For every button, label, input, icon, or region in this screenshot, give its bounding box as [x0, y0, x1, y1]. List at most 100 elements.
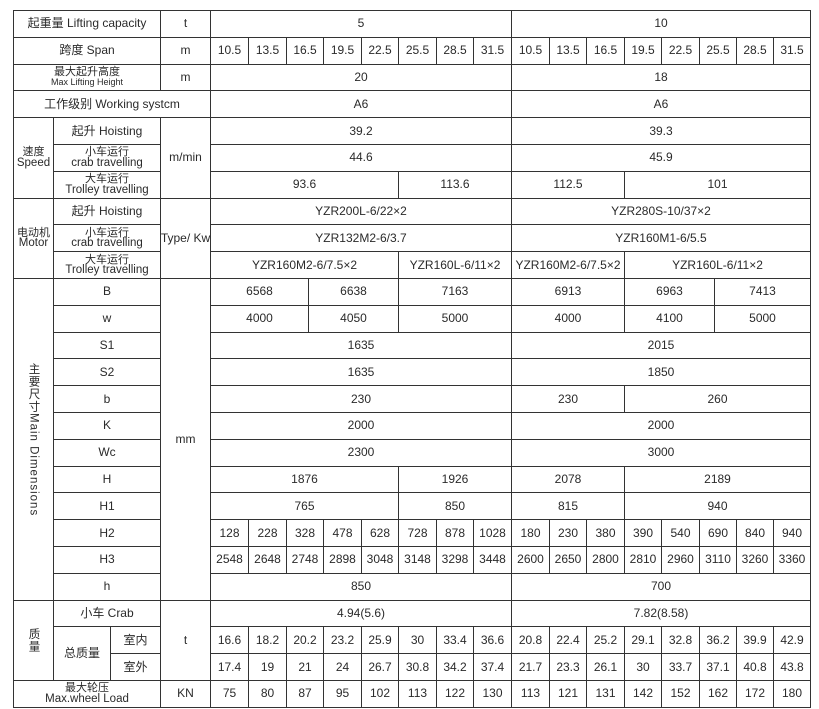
- mass-outdoor-value: 34.2: [437, 654, 473, 680]
- mass-outdoor-value: 43.8: [774, 654, 810, 680]
- dim-H1-label: H1: [54, 493, 160, 520]
- speed-trolley-value: 112.5: [512, 171, 624, 198]
- dim-H1-value: 815: [512, 493, 624, 520]
- span-value: 31.5: [774, 37, 810, 64]
- mass-indoor-value: 36.2: [700, 627, 736, 654]
- mass-outdoor-value: 21: [287, 654, 323, 680]
- dim-B-label: B: [54, 278, 160, 305]
- speed-crab-label-text-1: 小车运行: [85, 146, 129, 159]
- wheel-load-value: 180: [774, 680, 810, 707]
- wheel-load-value: 172: [737, 680, 773, 707]
- dim-H-label: H: [54, 466, 160, 493]
- dim-H2-value: 180: [512, 520, 549, 546]
- height-label: 最大起升高度 Max Lifting Height: [14, 64, 160, 91]
- mass-outdoor-value: 26.7: [362, 654, 398, 680]
- dimensions-unit: mm: [161, 278, 210, 600]
- mass-outdoor-value: 33.7: [662, 654, 699, 680]
- dim-H2-value: 840: [737, 520, 773, 546]
- motor-crab-label: 小车运行 crab travelling: [54, 225, 160, 252]
- speed-trolley-value: 113.6: [399, 171, 511, 198]
- dim-B-value: 7413: [715, 278, 810, 305]
- dim-K-label: K: [54, 412, 160, 439]
- mass-indoor-value: 16.6: [211, 627, 248, 654]
- mass-unit: t: [161, 600, 210, 680]
- speed-crab-label: 小车运行 crab travelling: [54, 144, 160, 171]
- mass-crab-label: 小车 Crab: [54, 600, 160, 627]
- dim-S2-value: 1635: [211, 359, 511, 386]
- motor-crab-value: YZR132M2-6/3.7: [211, 225, 511, 252]
- height-label-text-1: 最大起升高度: [54, 65, 120, 78]
- motor-crab-value: YZR160M1-6/5.5: [512, 225, 810, 252]
- dim-w-value: 4050: [309, 305, 398, 332]
- mass-indoor-value: 25.2: [587, 627, 624, 654]
- dim-h-label: h: [54, 573, 160, 600]
- mass-indoor-value: 29.1: [625, 627, 661, 654]
- dim-H3-label: H3: [54, 546, 160, 573]
- dimensions-group-label-text-1: 主要尺寸: [27, 362, 40, 413]
- motor-group-label-text-2: Motor: [18, 237, 49, 250]
- mass-crab-value: 4.94(5.6): [211, 600, 511, 627]
- dim-B-value: 6638: [309, 278, 398, 305]
- mass-indoor-value: 20.2: [287, 627, 323, 654]
- speed-group-label-text-2: Speed: [16, 156, 51, 169]
- motor-hoisting-value: YZR200L-6/22×2: [211, 198, 511, 225]
- dim-H3-value: 3260: [737, 546, 773, 573]
- dim-H3-value: 2648: [249, 546, 286, 573]
- wheel-load-value: 80: [249, 680, 286, 707]
- span-value: 31.5: [474, 37, 511, 64]
- wheel-load-value: 102: [362, 680, 398, 707]
- dim-H-value: 2189: [625, 466, 810, 493]
- motor-trolley-value: YZR160M2-6/7.5×2: [512, 252, 624, 278]
- height-value: 18: [512, 64, 810, 91]
- crane-spec-table: 起重量 Lifting capacity t 5 10 跨度 Span m 10.5 13.5…: [13, 10, 811, 708]
- capacity-unit: t: [161, 11, 210, 37]
- dim-H2-value: 230: [550, 520, 586, 546]
- dim-H2-value: 478: [324, 520, 361, 546]
- dim-H3-value: 2800: [587, 546, 624, 573]
- mass-outdoor-value: 19: [249, 654, 286, 680]
- mass-outdoor-value: 30: [625, 654, 661, 680]
- speed-crab-label-text-2: crab travelling: [71, 156, 143, 169]
- speed-trolley-label: 大车运行 Trolley travelling: [54, 171, 160, 198]
- dim-H3-value: 2600: [512, 546, 549, 573]
- dim-H2-value: 380: [587, 520, 624, 546]
- mass-outdoor-value: 17.4: [211, 654, 248, 680]
- speed-trolley-label-text-2: Trolley travelling: [65, 183, 149, 196]
- dim-H2-value: 1028: [474, 520, 511, 546]
- motor-group-label: 电动机 Motor: [14, 198, 53, 278]
- span-value: 22.5: [662, 37, 699, 64]
- wheel-load-value: 121: [550, 680, 586, 707]
- mass-indoor-value: 42.9: [774, 627, 810, 654]
- height-unit: m: [161, 64, 210, 91]
- mass-indoor-value: 39.9: [737, 627, 773, 654]
- dim-H3-value: 2650: [550, 546, 586, 573]
- dim-S1-value: 1635: [211, 332, 511, 359]
- dimensions-group-label: 主要尺寸 Main Dimensions: [14, 278, 53, 600]
- mass-outdoor-label: 室外: [111, 654, 160, 680]
- mass-indoor-value: 32.8: [662, 627, 699, 654]
- working-value: A6: [211, 91, 511, 118]
- span-value: 16.5: [287, 37, 323, 64]
- dim-H3-value: 3360: [774, 546, 810, 573]
- span-value: 19.5: [625, 37, 661, 64]
- height-label-text-2: Max Lifting Height: [50, 77, 124, 88]
- mass-outdoor-value: 40.8: [737, 654, 773, 680]
- speed-trolley-label-text-1: 大车运行: [85, 173, 129, 186]
- dim-H-value: 2078: [512, 466, 624, 493]
- wheel-load-value: 162: [700, 680, 736, 707]
- mass-indoor-value: 23.2: [324, 627, 361, 654]
- dim-K-value: 2000: [512, 412, 810, 439]
- span-value: 28.5: [437, 37, 473, 64]
- dim-Wc-label: Wc: [54, 439, 160, 466]
- working-label: 工作级别 Working systcm: [14, 91, 210, 118]
- motor-trolley-value: YZR160L-6/11×2: [399, 252, 511, 278]
- motor-trolley-label-text-2: Trolley travelling: [65, 264, 149, 277]
- dimensions-group-label-text-2: Main Dimensions: [27, 412, 40, 516]
- mass-indoor-value: 36.6: [474, 627, 511, 654]
- wheel-load-value: 87: [287, 680, 323, 707]
- motor-crab-label-text-2: crab travelling: [71, 237, 143, 250]
- dim-H1-value: 850: [399, 493, 511, 520]
- dim-H2-value: 728: [399, 520, 436, 546]
- span-value: 13.5: [550, 37, 586, 64]
- span-label: 跨度 Span: [14, 37, 160, 64]
